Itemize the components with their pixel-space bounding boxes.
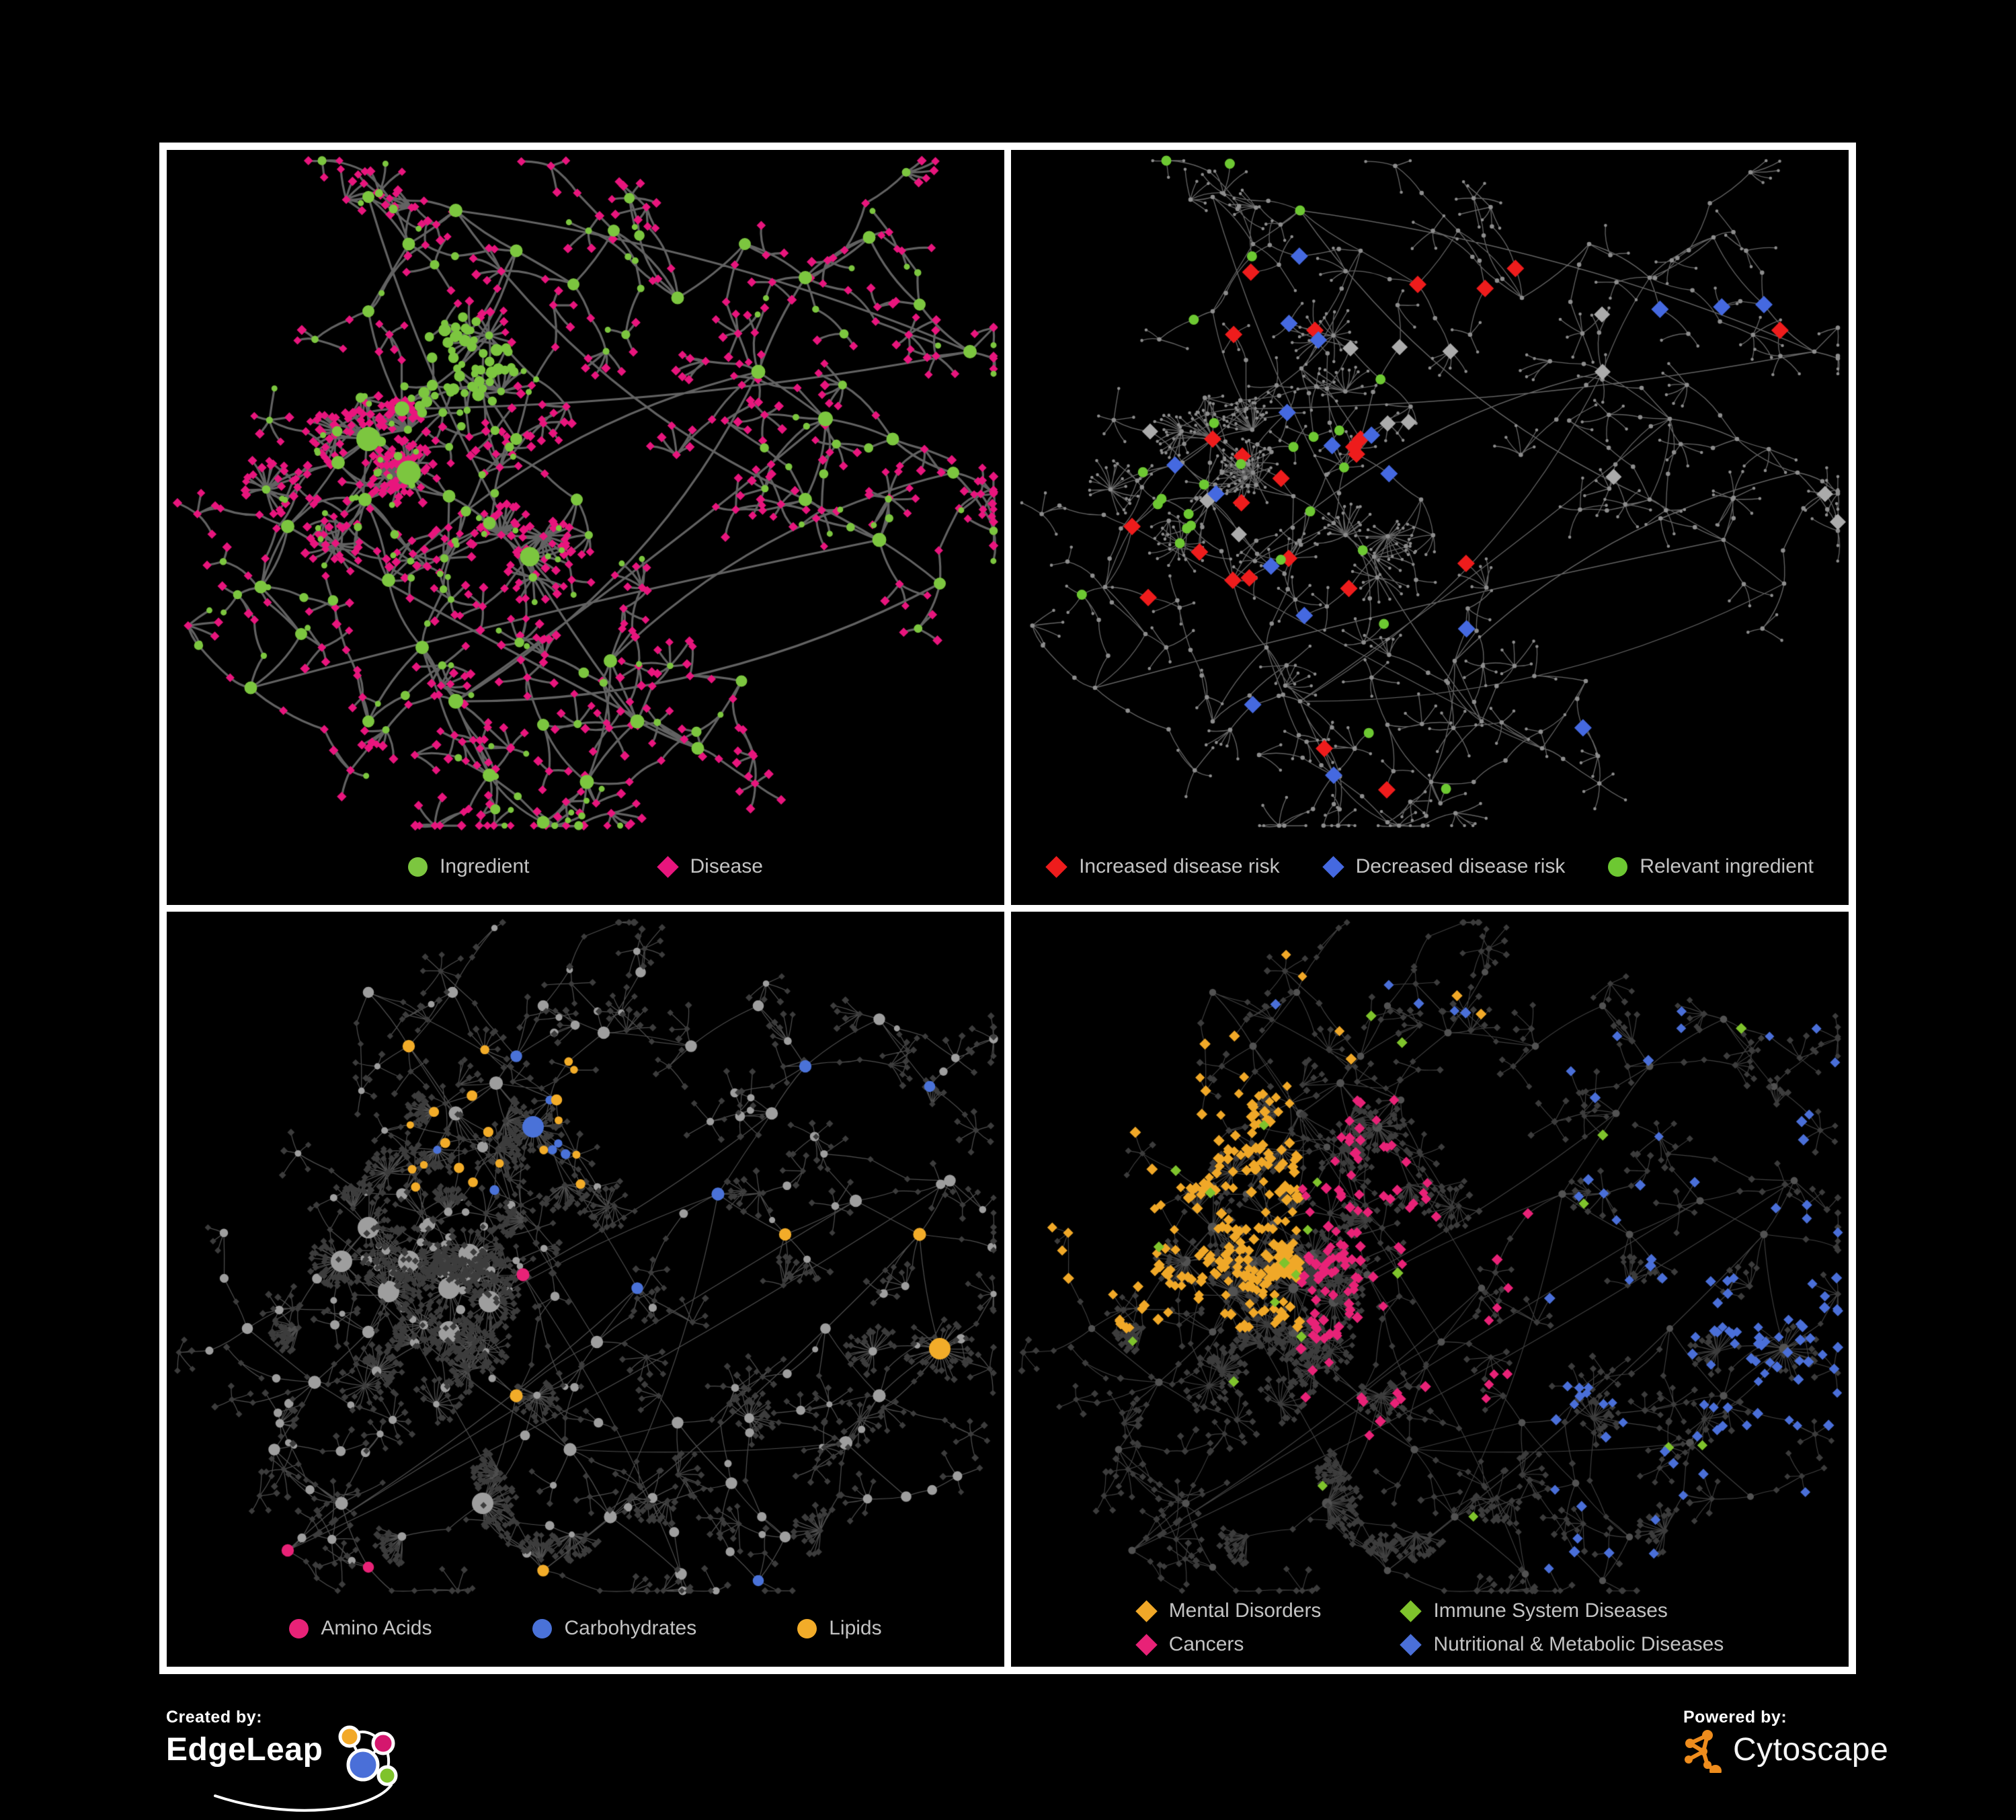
legend-swatch-circle [408,857,428,877]
legend-label: Carbohydrates [564,1617,697,1639]
legend-label: Nutritional & Metabolic Diseases [1433,1633,1724,1655]
legend-label: Mental Disorders [1168,1599,1322,1622]
legend-label: Decreased disease risk [1355,855,1566,877]
legend-disease-classes: Mental Disorders Immune System Diseases Ca… [1011,1599,1849,1656]
legend-item: Cancers [1135,1633,1322,1656]
legend-label: Amino Acids [321,1617,432,1639]
network-disease-risk [1011,150,1849,905]
legend-ingredient-disease: Ingredient Disease [167,855,1004,878]
legend-item: Relevant ingredient [1608,855,1814,878]
legend-label: Cancers [1168,1633,1244,1655]
legend-swatch-circle [289,1618,309,1638]
powered-by-label: Powered by: [1683,1708,1787,1727]
cytoscape-wordmark: Cytoscape [1733,1732,1889,1768]
edgeleap-credit: Created by: EdgeLeap [166,1708,410,1812]
legend-swatch-diamond [1045,855,1067,878]
legend-item: Mental Disorders [1135,1599,1322,1622]
panel-disease-classes: Mental Disorders Immune System Diseases Ca… [1011,912,1849,1667]
network-ingredient-disease [167,150,1004,905]
legend-swatch-diamond [1135,1599,1158,1622]
legend-nutrient-classes: Amino Acids Carbohydrates Lipids [167,1617,1004,1640]
legend-swatch-circle [797,1618,817,1638]
legend-disease-risk: Increased disease risk Decreased disease … [1011,855,1849,878]
edgeleap-wordmark: EdgeLeap [166,1732,323,1768]
legend-swatch-diamond [1400,1633,1422,1656]
legend-swatch-diamond [1322,855,1344,878]
legend-item: Ingredient [408,855,530,878]
legend-swatch-diamond [1400,1599,1422,1622]
legend-label: Lipids [829,1617,882,1639]
network-nutrient-classes [167,912,1004,1667]
legend-swatch-diamond [1135,1633,1158,1656]
panel-disease-risk: Increased disease risk Decreased disease … [1011,150,1849,905]
legend-item: Disease [656,855,763,878]
legend-item: Carbohydrates [532,1617,696,1640]
legend-swatch-circle [1608,857,1628,877]
legend-label: Relevant ingredient [1640,855,1814,877]
legend-label: Disease [690,855,763,877]
edgeleap-logo-icon [214,1725,398,1812]
legend-label: Immune System Diseases [1433,1599,1668,1622]
legend-item: Increased disease risk [1045,855,1280,878]
legend-item: Amino Acids [289,1617,432,1640]
network-disease-classes [1011,912,1849,1667]
legend-item: Decreased disease risk [1322,855,1566,878]
legend-item: Nutritional & Metabolic Diseases [1400,1633,1724,1656]
panel-grid: Ingredient Disease Increased disease risk… [159,143,1856,1674]
legend-label: Increased disease risk [1079,855,1280,877]
legend-label: Ingredient [440,855,530,877]
legend-item: Lipids [797,1617,882,1640]
created-by-label: Created by: [166,1708,263,1727]
panel-ingredient-disease: Ingredient Disease [167,150,1004,905]
cytoscape-credit: Powered by: Cytoscape [1683,1708,1888,1773]
cytoscape-logo-icon [1685,1730,1722,1773]
legend-swatch-diamond [656,855,679,878]
legend-swatch-circle [532,1618,553,1638]
panel-nutrient-classes: Amino Acids Carbohydrates Lipids [167,912,1004,1667]
legend-item: Immune System Diseases [1400,1599,1724,1622]
